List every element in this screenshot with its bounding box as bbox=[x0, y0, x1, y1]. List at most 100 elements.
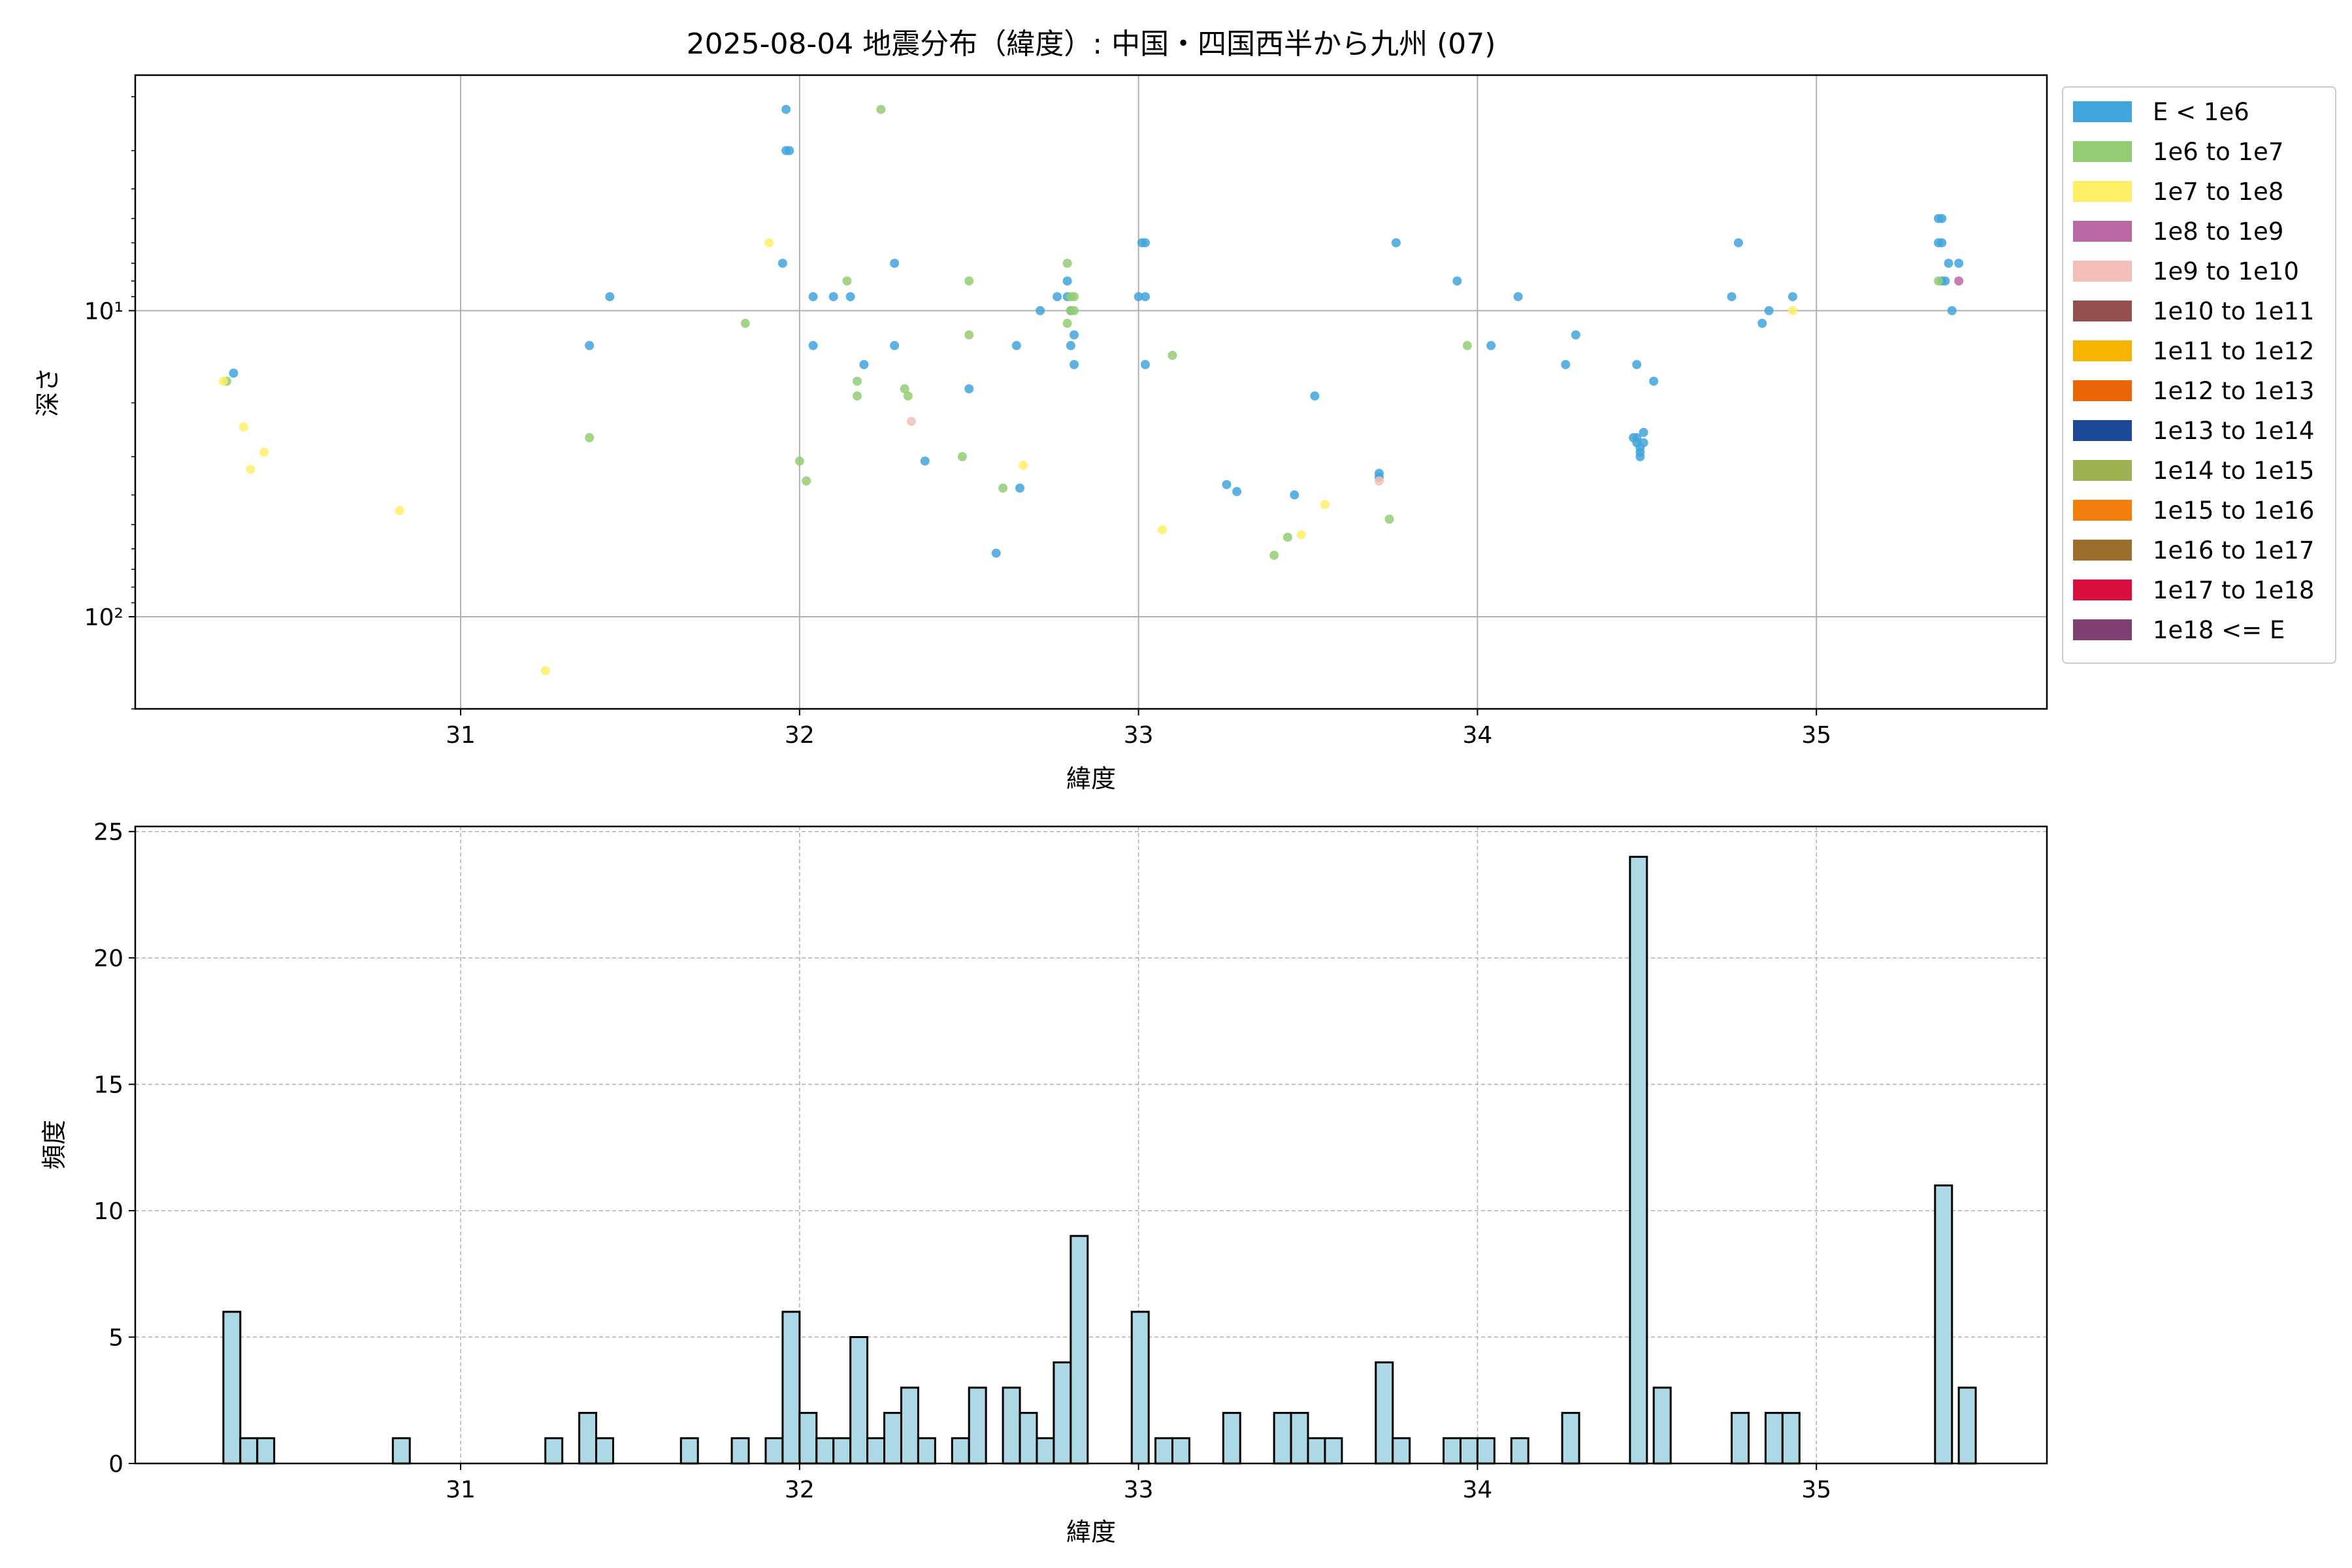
scatter-point bbox=[585, 340, 595, 350]
histogram-bar bbox=[1053, 1361, 1072, 1465]
scatter-point bbox=[808, 340, 818, 350]
histogram-x-tick-label: 33 bbox=[1124, 1477, 1154, 1503]
scatter-point bbox=[1486, 340, 1496, 350]
histogram-y-axis: 0 5 10 15 20 25 bbox=[93, 819, 135, 1478]
scatter-point bbox=[229, 368, 238, 378]
histogram-bar bbox=[1307, 1437, 1326, 1465]
legend-label: 1e15 to 1e16 bbox=[2153, 497, 2314, 525]
histogram-bar bbox=[730, 1437, 750, 1465]
scatter-point bbox=[1141, 238, 1151, 248]
scatter-point bbox=[1134, 292, 1143, 302]
histogram-bar bbox=[1781, 1412, 1801, 1465]
scatter-point bbox=[802, 476, 811, 486]
legend-swatch bbox=[2073, 221, 2132, 242]
histogram-bar bbox=[1561, 1412, 1580, 1465]
scatter-point bbox=[1764, 306, 1774, 316]
legend-label: 1e7 to 1e8 bbox=[2153, 178, 2283, 206]
scatter-point bbox=[920, 456, 930, 466]
scatter-point bbox=[1062, 276, 1072, 286]
scatter-point bbox=[764, 238, 774, 248]
scatter-y-axis: 10¹ 10² bbox=[84, 96, 135, 710]
histogram-bar bbox=[900, 1386, 919, 1465]
legend-swatch bbox=[2073, 540, 2132, 561]
legend-label: 1e17 to 1e18 bbox=[2153, 576, 2314, 604]
histogram-bar bbox=[1459, 1437, 1478, 1465]
histogram-bar bbox=[815, 1437, 835, 1465]
scatter-point bbox=[1157, 525, 1167, 534]
histogram-bar bbox=[1476, 1437, 1495, 1465]
scatter-point bbox=[842, 276, 852, 286]
histogram-bar bbox=[1764, 1412, 1784, 1465]
histogram-bar bbox=[1324, 1437, 1343, 1465]
legend-swatch bbox=[2073, 500, 2132, 521]
scatter-point bbox=[1727, 292, 1737, 302]
chart-title: 2025-08-04 地震分布（緯度）: 中国・四国西半から九州 (07) bbox=[687, 27, 1496, 61]
histogram-bar bbox=[1957, 1386, 1977, 1465]
scatter-point bbox=[246, 465, 255, 474]
scatter-point bbox=[1168, 350, 1177, 360]
legend-swatch bbox=[2073, 141, 2132, 162]
histogram-bar bbox=[1934, 1184, 1953, 1465]
histogram-bar bbox=[917, 1437, 936, 1465]
legend-swatch bbox=[2073, 380, 2132, 401]
scatter-point bbox=[794, 456, 804, 466]
histogram-y-tick-label: 10 bbox=[93, 1198, 123, 1225]
histogram-bar bbox=[866, 1437, 886, 1465]
histogram-bar bbox=[1629, 855, 1648, 1465]
scatter-point bbox=[1937, 214, 1947, 223]
scatter-x-tick-label: 35 bbox=[1801, 722, 1831, 749]
histogram-bar bbox=[968, 1386, 987, 1465]
scatter-point bbox=[785, 146, 794, 155]
scatter-point bbox=[876, 105, 886, 114]
histogram-panel: 31 32 33 34 35 0 5 10 15 20 25 緯度 頻度 bbox=[40, 819, 2048, 1546]
scatter-point bbox=[1649, 376, 1659, 386]
histogram-bar bbox=[1171, 1437, 1190, 1465]
histogram-bar bbox=[256, 1437, 276, 1465]
scatter-x-tick-label: 32 bbox=[785, 722, 815, 749]
histogram-bar bbox=[1392, 1437, 1411, 1465]
histogram-bar bbox=[849, 1336, 869, 1465]
scatter-point bbox=[890, 258, 900, 268]
legend-label: 1e14 to 1e15 bbox=[2153, 457, 2314, 485]
histogram-x-axis-label: 緯度 bbox=[1066, 1518, 1116, 1546]
histogram-bar bbox=[1652, 1386, 1672, 1465]
scatter-point bbox=[777, 258, 787, 268]
histogram-bar bbox=[1273, 1412, 1292, 1465]
legend-label: 1e10 to 1e11 bbox=[2153, 297, 2314, 325]
scatter-point bbox=[1070, 292, 1079, 302]
scatter-x-tick-label: 31 bbox=[446, 722, 476, 749]
histogram-x-tick-label: 32 bbox=[785, 1477, 815, 1503]
scatter-point bbox=[964, 384, 974, 394]
histogram-bar bbox=[578, 1412, 598, 1465]
scatter-point bbox=[964, 276, 974, 286]
scatter-y-tick-label: 10² bbox=[84, 604, 123, 631]
histogram-x-tick-label: 31 bbox=[446, 1477, 476, 1503]
scatter-point bbox=[1232, 487, 1242, 497]
histogram-plot-frame bbox=[134, 825, 2048, 1465]
legend-label: 1e11 to 1e12 bbox=[2153, 337, 2314, 365]
histogram-y-tick-label: 5 bbox=[108, 1325, 123, 1352]
scatter-point bbox=[1070, 360, 1079, 370]
scatter-y-tick-label: 10¹ bbox=[84, 299, 123, 325]
scatter-y-axis-label: 深さ bbox=[33, 367, 62, 417]
histogram-bar bbox=[832, 1437, 852, 1465]
histogram-bar bbox=[798, 1412, 818, 1465]
legend-label: 1e9 to 1e10 bbox=[2153, 257, 2299, 286]
scatter-point bbox=[1062, 258, 1072, 268]
scatter-point bbox=[991, 548, 1001, 558]
scatter-point bbox=[808, 292, 818, 302]
scatter-point bbox=[1933, 276, 1943, 286]
histogram-bars bbox=[222, 855, 1977, 1465]
scatter-x-tick-label: 33 bbox=[1124, 722, 1154, 749]
legend-swatch bbox=[2073, 460, 2132, 481]
scatter-point bbox=[1954, 276, 1964, 286]
scatter-point bbox=[1269, 550, 1279, 560]
scatter-point bbox=[907, 416, 917, 426]
scatter-point bbox=[957, 452, 967, 462]
scatter-point bbox=[1937, 238, 1947, 248]
histogram-bar bbox=[1222, 1412, 1241, 1465]
scatter-point bbox=[1561, 360, 1571, 370]
scatter-point bbox=[1757, 318, 1767, 328]
scatter-point bbox=[1733, 238, 1743, 248]
histogram-x-tick-label: 35 bbox=[1801, 1477, 1831, 1503]
